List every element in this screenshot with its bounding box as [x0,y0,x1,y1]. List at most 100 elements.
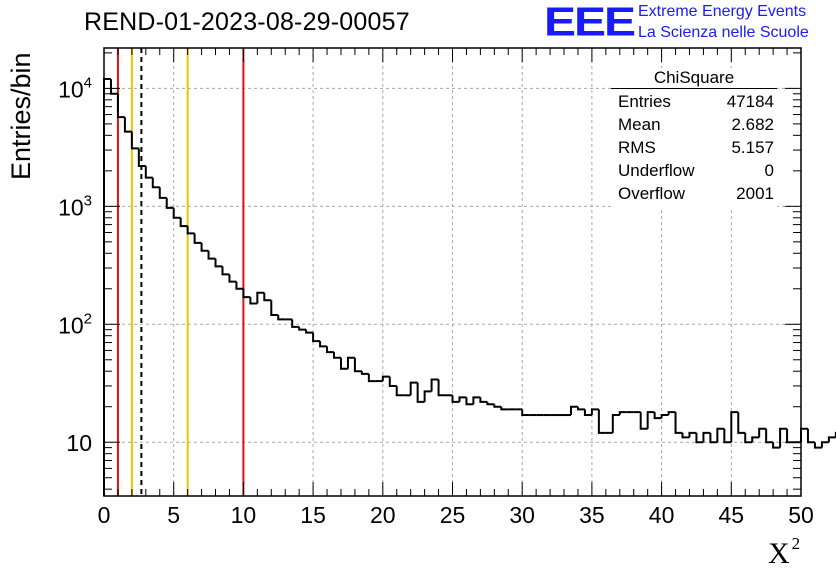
histogram-bin [779,427,788,448]
histogram-bin [702,431,711,443]
histogram-bin [339,357,348,370]
histogram-bin [493,404,502,408]
histogram-bin [590,408,599,416]
histogram-bin [235,281,244,290]
histogram-bin [367,373,376,383]
histogram-bin [465,397,474,406]
x-tick-label: 10 [231,502,257,528]
x-tick-label: 20 [370,502,396,528]
histogram-bin [319,341,328,348]
histogram-bin [186,226,195,235]
histogram-bin [751,436,760,443]
y-tick-base: 10 [58,194,84,220]
histogram-bin [360,371,369,375]
stats-row-rms: RMS 5.157 [618,138,774,158]
histogram-bin [765,428,774,444]
histogram-bin [618,411,627,416]
stats-row-mean: Mean 2.682 [618,115,774,135]
x-tick-label: 40 [649,502,675,528]
histogram-bin [451,395,460,403]
x-tick-label: 50 [788,502,814,528]
histogram-bin [813,442,822,449]
stats-value: 47184 [726,92,774,111]
histogram-bin [758,427,767,438]
x-tick-label: 30 [509,502,535,528]
histogram-bin [744,432,753,444]
stats-label: RMS [618,138,656,157]
x-tick-label: 0 [98,502,111,528]
histogram-bin [388,376,397,387]
y-tick-exponent: 2 [84,310,92,327]
stats-value: 2.682 [731,115,774,134]
stats-divider [611,88,777,89]
histogram-bin [137,148,146,167]
stats-value: 0 [764,161,774,180]
histogram-bin [737,412,746,434]
histogram-bin [653,412,662,420]
histogram-bin [130,131,139,150]
histogram-bin [214,258,223,268]
histogram-bin [326,346,335,354]
histogram-bin [695,432,704,444]
histogram-bin [312,332,321,343]
histogram-bin [346,356,355,369]
x-tick-label: 35 [579,502,605,528]
histogram-bin [688,431,697,438]
histogram-bin [242,288,251,299]
histogram-bin [423,390,432,402]
histogram-bin [458,396,467,402]
histogram-bin [353,357,362,373]
x-tick-label: 45 [719,502,745,528]
logo-line-1: Extreme Energy Events [638,3,807,20]
histogram-bin [151,177,160,189]
histogram-bin [381,375,390,382]
histogram-bin [207,250,216,260]
histogram-bin [333,352,341,359]
histogram-bin [723,428,732,444]
x-axis-label-base: X [768,537,790,570]
stats-value: 2001 [736,184,774,203]
histogram-bin [667,411,676,416]
histogram-bin [165,197,174,209]
stats-value: 5.157 [731,138,774,157]
histogram-bin [270,300,279,316]
histogram-bin [221,266,230,276]
stats-label: Overflow [618,184,686,203]
histogram-bin [158,187,167,199]
histogram-bin [144,165,153,179]
x-tick-label: 5 [167,502,180,528]
histogram-bin [611,414,620,433]
histogram-bin [193,233,202,244]
histogram-bin [256,291,265,304]
stats-label: Mean [618,115,661,134]
stats-row-overflow: Overflow 2001 [618,184,774,204]
eee-logo: EEE [544,0,636,45]
x-axis-label-exponent: 2 [791,534,801,553]
y-tick-label: 10 [66,430,92,456]
stats-box: ChiSquare Entries 47184 Mean 2.682 RMS 5.15… [611,68,777,210]
histogram-bin [500,406,509,411]
histogram-bin [486,401,495,406]
histogram-bin [430,378,439,392]
histogram-bin [827,436,836,443]
y-tick-base: 10 [66,430,92,456]
histogram-bin [709,432,718,444]
y-tick-base: 10 [58,312,84,338]
histogram-bin [116,93,125,119]
histogram-bin [409,381,418,396]
chart-title: REND-01-2023-08-29-00057 [84,8,410,36]
stats-label: Entries [618,92,671,111]
y-axis-label: Entries/bin [6,52,36,180]
stats-row-entries: Entries 47184 [618,92,774,112]
histogram-bin [249,297,258,305]
histogram-bin [479,397,488,403]
stats-label: Underflow [618,161,695,180]
x-tick-label: 15 [300,502,326,528]
histogram-bin [820,441,829,448]
histogram-bin [179,217,188,228]
y-tick-exponent: 4 [84,74,92,91]
histogram-bin [569,405,578,416]
histogram-bin [576,406,585,411]
histogram-bin [437,379,446,397]
